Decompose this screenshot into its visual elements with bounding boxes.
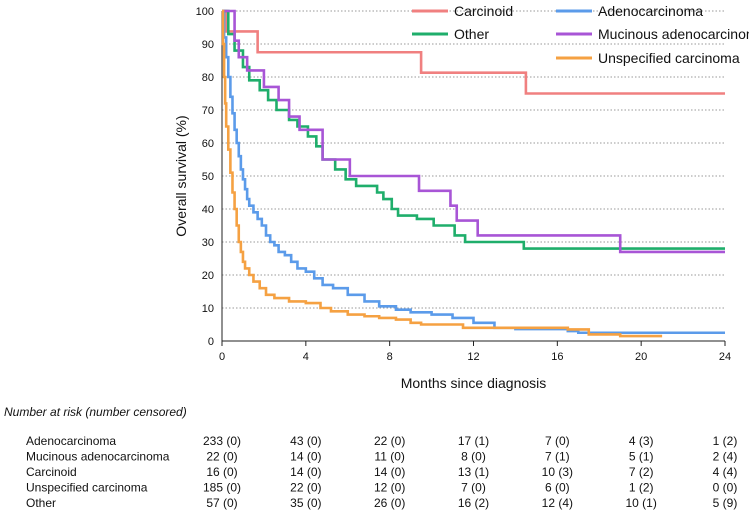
risk-cell: 13 (1): [458, 465, 489, 479]
risk-cell: 35 (0): [290, 496, 321, 510]
risk-cell: 12 (4): [542, 496, 573, 510]
series-line-unspecified-carcinoma: [221, 9, 663, 338]
risk-cell: 14 (0): [290, 465, 321, 479]
y-tick-label: 70: [202, 105, 214, 117]
series-lines: [221, 9, 725, 338]
legend: Carcinoid Adenocarcinoma Other Mucinous ade…: [412, 3, 749, 66]
risk-cell: 2 (4): [713, 450, 738, 464]
risk-cell: 14 (0): [290, 450, 321, 464]
risk-row-label: Adenocarcinoma: [26, 434, 116, 448]
risk-cell: 0 (0): [713, 481, 738, 495]
risk-cell: 11 (0): [374, 450, 404, 464]
legend-label-carcinoid: Carcinoid: [454, 3, 513, 19]
legend-label-other: Other: [454, 26, 489, 42]
series-line-other: [222, 9, 725, 250]
risk-cell: 7 (1): [545, 450, 570, 464]
series-line-carcinoid: [222, 9, 725, 95]
x-axis-title: Months since diagnosis: [401, 375, 547, 391]
risk-cell: 14 (0): [374, 465, 405, 479]
risk-cell: 7 (2): [629, 465, 654, 479]
risk-cell: 26 (0): [374, 496, 405, 510]
risk-cell: 1 (2): [713, 434, 738, 448]
y-tick-label: 30: [202, 237, 214, 249]
legend-label-unspecified-carcinoma: Unspecified carcinoma: [598, 50, 740, 66]
risk-row-label: Unspecified carcinoma: [26, 481, 148, 495]
y-tick-label: 90: [202, 39, 214, 51]
y-tick-label: 100: [196, 6, 214, 18]
y-tick-label: 20: [202, 270, 214, 282]
risk-cell: 43 (0): [290, 434, 321, 448]
risk-cell: 7 (0): [461, 481, 486, 495]
risk-cell: 4 (3): [629, 434, 654, 448]
risk-row-label: Carcinoid: [26, 465, 77, 479]
y-tick-label: 40: [202, 204, 214, 216]
risk-cell: 22 (0): [290, 481, 321, 495]
risk-cell: 4 (4): [713, 465, 738, 479]
risk-cell: 10 (1): [625, 496, 656, 510]
y-tick-label: 50: [202, 171, 214, 183]
risk-table-title: Number at risk (number censored): [4, 405, 187, 419]
legend-label-mucinous-adenocarcinoma: Mucinous adenocarcinoma: [598, 26, 749, 42]
axes: 0 10 20 30 40 50 60 70 80 90 100 0 4 8 12 16 20 24: [196, 6, 731, 363]
x-tick-label: 8: [387, 351, 393, 363]
y-axis-title: Overall survival (%): [173, 115, 189, 236]
risk-cell: 57 (0): [206, 496, 237, 510]
risk-cell: 17 (1): [458, 434, 489, 448]
x-tick-label: 12: [467, 351, 479, 363]
risk-cell: 22 (0): [206, 450, 237, 464]
series-line-adenocarcinoma: [222, 9, 725, 335]
x-tick-label: 20: [635, 351, 647, 363]
risk-cell: 12 (0): [374, 481, 405, 495]
risk-cell: 5 (1): [629, 450, 654, 464]
risk-cell: 1 (2): [629, 481, 654, 495]
risk-cell: 6 (0): [545, 481, 570, 495]
series-line-mucinous-adenocarcinoma: [222, 9, 725, 254]
x-tick-label: 16: [551, 351, 563, 363]
y-tick-label: 0: [208, 336, 214, 348]
y-tick-label: 80: [202, 72, 214, 84]
x-tick-label: 0: [219, 351, 225, 363]
risk-cell: 8 (0): [461, 450, 486, 464]
risk-cell: 185 (0): [203, 481, 241, 495]
risk-row-label: Other: [26, 496, 56, 510]
y-tick-label: 60: [202, 138, 214, 150]
risk-cell: 16 (2): [458, 496, 489, 510]
risk-cell: 16 (0): [206, 465, 237, 479]
risk-row-label: Mucinous adenocarcinoma: [26, 450, 170, 464]
risk-cell: 5 (9): [713, 496, 738, 510]
legend-label-adenocarcinoma: Adenocarcinoma: [598, 3, 703, 19]
y-tick-label: 10: [202, 303, 214, 315]
risk-cell: 10 (3): [542, 465, 573, 479]
risk-table: Number at risk (number censored) Adenoca…: [4, 405, 737, 510]
x-tick-label: 4: [303, 351, 309, 363]
risk-cell: 7 (0): [545, 434, 570, 448]
risk-cell: 22 (0): [374, 434, 405, 448]
x-tick-label: 24: [719, 351, 731, 363]
risk-cell: 233 (0): [203, 434, 241, 448]
